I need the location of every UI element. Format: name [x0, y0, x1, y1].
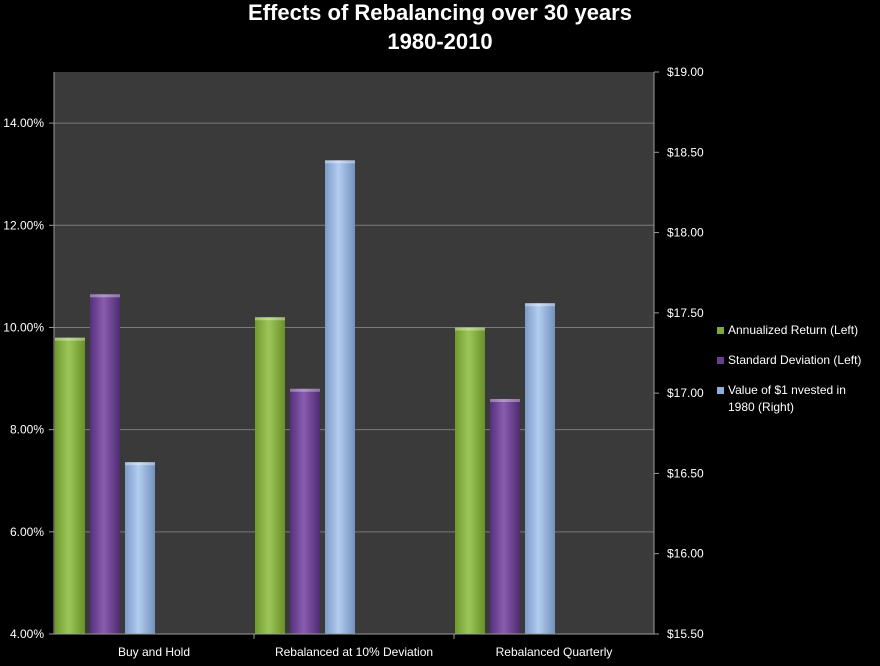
y-right-tick-label: $18.50 [667, 145, 704, 159]
bar-highlight [90, 294, 120, 298]
bar-2-2 [525, 303, 555, 634]
bar-highlight [525, 303, 555, 307]
bar-0-2 [455, 327, 485, 634]
y-right-tick-label: $17.50 [667, 306, 704, 320]
bar-2-0 [125, 462, 155, 634]
x-category-label: Rebalanced Quarterly [496, 645, 613, 659]
legend-item: Annualized Return (Left) [717, 322, 877, 339]
y-right-tick-label: $16.50 [667, 466, 704, 480]
x-category-label: Buy and Hold [118, 645, 190, 659]
y-right-tick-label: $15.50 [667, 627, 704, 641]
y-right-tick-label: $18.00 [667, 226, 704, 240]
legend-item: Standard Deviation (Left) [717, 352, 877, 369]
bar-1-0 [90, 294, 120, 634]
y-left-tick-label: 12.00% [3, 218, 44, 232]
bar-highlight [290, 388, 320, 392]
y-right-tick-label: $17.00 [667, 386, 704, 400]
legend-label: Value of $1 nvested in 1980 (Right) [728, 383, 846, 414]
legend-label: Annualized Return (Left) [728, 323, 859, 337]
chart-subtitle: 1980-2010 [387, 29, 493, 54]
bar-highlight [125, 462, 155, 466]
chart-title: Effects of Rebalancing over 30 years [248, 0, 632, 25]
bar-2-1 [325, 160, 355, 635]
x-category-label: Rebalanced at 10% Deviation [275, 645, 433, 659]
legend-swatch [717, 357, 724, 364]
y-left-tick-label: 6.00% [10, 525, 44, 539]
bar-highlight [325, 160, 355, 164]
bar-highlight [255, 317, 285, 321]
y-right-tick-label: $16.00 [667, 547, 704, 561]
y-left-tick-label: 8.00% [10, 423, 44, 437]
bar-0-0 [55, 337, 85, 634]
bar-0-1 [255, 317, 285, 634]
bar-1-1 [290, 388, 320, 634]
bar-highlight [490, 398, 520, 402]
y-right-tick-label: $19.00 [667, 65, 704, 79]
legend-swatch [717, 327, 724, 334]
y-left-tick-label: 10.00% [3, 320, 44, 334]
legend: Annualized Return (Left) Standard Deviati… [717, 322, 877, 429]
bar-highlight [55, 337, 85, 341]
y-left-tick-label: 14.00% [3, 116, 44, 130]
legend-swatch [717, 387, 724, 394]
legend-label: Standard Deviation (Left) [728, 353, 862, 367]
y-left-tick-label: 4.00% [10, 627, 44, 641]
legend-item: Value of $1 nvested in 1980 (Right) [717, 382, 877, 416]
bar-highlight [455, 327, 485, 331]
bar-1-2 [490, 398, 520, 634]
